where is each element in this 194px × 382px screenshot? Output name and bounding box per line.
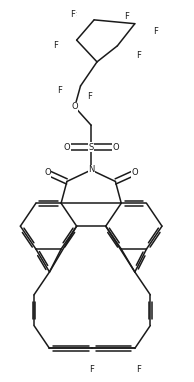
- Text: N: N: [88, 165, 94, 175]
- Text: F: F: [57, 86, 62, 96]
- Text: O: O: [64, 142, 70, 152]
- Text: F: F: [71, 11, 76, 21]
- Text: F: F: [53, 40, 58, 50]
- Text: F: F: [136, 51, 141, 60]
- Text: O: O: [44, 168, 51, 177]
- Text: O: O: [112, 142, 119, 152]
- Text: F: F: [153, 27, 158, 36]
- Text: F: F: [87, 92, 92, 101]
- Text: O: O: [132, 168, 138, 177]
- Text: F: F: [124, 11, 129, 21]
- Text: F: F: [89, 365, 94, 374]
- Text: F: F: [70, 10, 75, 19]
- Text: O: O: [71, 102, 78, 112]
- Text: S: S: [88, 142, 94, 152]
- Text: F: F: [136, 365, 141, 374]
